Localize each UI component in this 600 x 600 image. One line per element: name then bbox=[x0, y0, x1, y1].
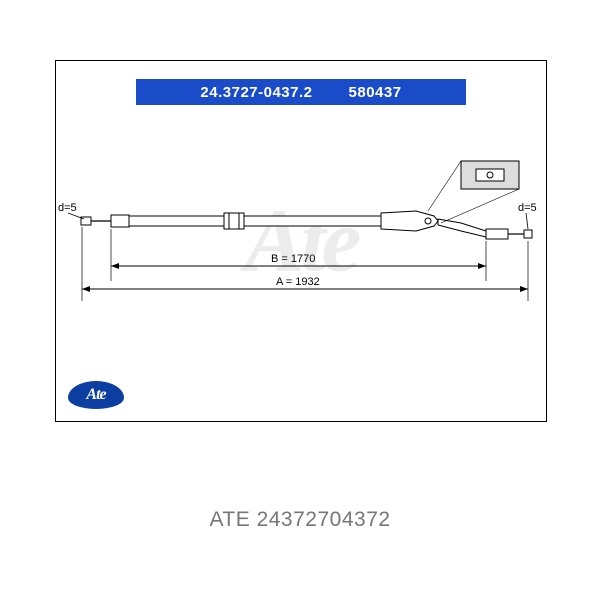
cable-drawing: d=5 d=5 B = 1770 A = 1932 bbox=[56, 61, 546, 421]
caption-brand: ATE bbox=[209, 508, 250, 531]
dim-a-label: A = 1932 bbox=[276, 276, 320, 288]
caption: ATE 24372704372 bbox=[0, 508, 600, 532]
left-diameter-label: d=5 bbox=[58, 202, 77, 214]
brand-logo-text: Ate bbox=[86, 386, 105, 404]
right-diameter-label: d=5 bbox=[518, 202, 537, 214]
page: 24.3727-0437.2 580437 Ate bbox=[0, 0, 600, 600]
diagram-frame: 24.3727-0437.2 580437 Ate bbox=[55, 60, 547, 422]
caption-sku: 24372704372 bbox=[257, 508, 391, 531]
dim-b-label: B = 1770 bbox=[271, 253, 315, 265]
brand-logo: Ate bbox=[68, 381, 124, 409]
